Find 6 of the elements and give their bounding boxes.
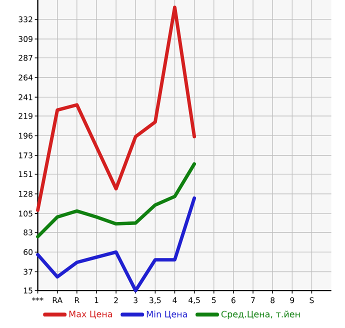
legend-label: Max Цена bbox=[69, 310, 112, 319]
line-series bbox=[36, 196, 196, 292]
legend-label: Min Цена bbox=[146, 310, 187, 319]
line-series bbox=[36, 162, 196, 239]
legend-label: Сред.Цена, т.йен bbox=[221, 310, 300, 320]
line-series bbox=[36, 6, 196, 212]
